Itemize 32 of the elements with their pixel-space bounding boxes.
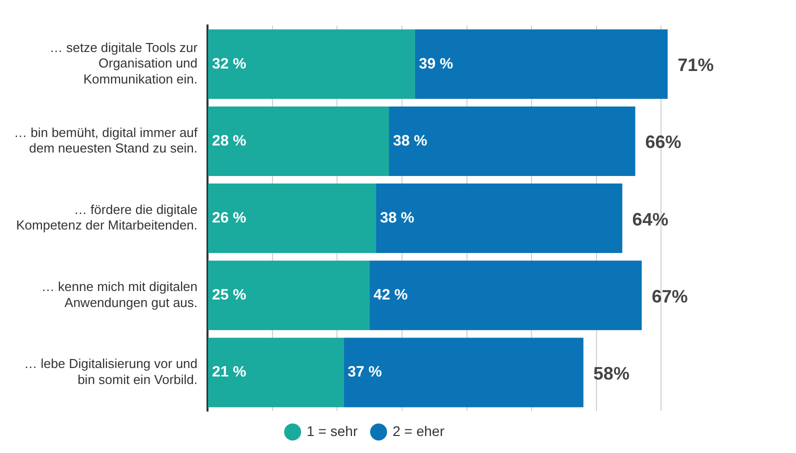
bar (344, 338, 584, 408)
bar (208, 106, 389, 176)
bar (208, 184, 376, 254)
y-tick-label: … kenne mich mit digitalen Anwendungen gut aus. (41, 279, 198, 310)
bar (370, 260, 642, 330)
y-tick-label: … fördere die digitale Kompetenz der Mitarbeitenden. (16, 202, 198, 233)
data-label: 26 % (212, 209, 246, 226)
data-label: 28 % (212, 132, 246, 150)
bar (208, 29, 415, 99)
legend-label: 2 = eher (392, 422, 445, 439)
y-tick-label: … lebe Digitalisierung vor und bin somit ein Vorbild. (24, 356, 198, 387)
y-tick-label: … setze digitale Tools zur Organisation und Kommunikation ein. (50, 40, 198, 86)
data-label: 42 % (374, 286, 408, 304)
data-label: 39 % (418, 55, 454, 72)
data-label: 38 % (380, 209, 414, 226)
data-label: 38 % (392, 132, 428, 150)
total-label: 58% (593, 363, 630, 384)
data-label: 37 % (348, 364, 382, 381)
total-label: 66% (645, 132, 682, 152)
data-label: 25 % (212, 286, 246, 304)
total-label: 64% (632, 209, 668, 230)
bar (414, 29, 668, 99)
y-tick-label: … bin bemüht, digital immer auf dem neuesten Stand zu sein. (14, 125, 198, 156)
data-label: 32 % (212, 55, 246, 72)
bar (376, 184, 622, 254)
bar (208, 338, 344, 408)
total-label: 71% (678, 55, 714, 76)
legend-label: 1 = sehr (306, 422, 358, 439)
bar (388, 106, 636, 176)
data-label: 21 % (212, 364, 246, 381)
total-label: 67% (652, 286, 688, 306)
bar (208, 260, 370, 330)
